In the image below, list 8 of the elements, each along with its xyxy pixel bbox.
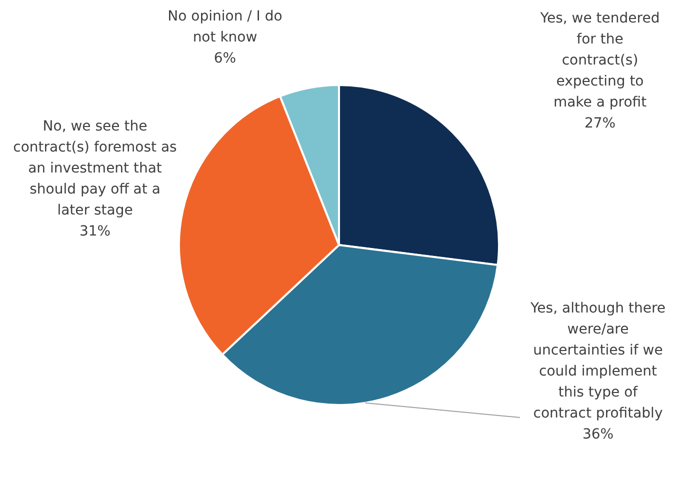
data-label: 27% <box>584 116 616 132</box>
slice-label: No, we see the contract(s) foremost as an investment that should pay off at a later stage <box>13 118 177 219</box>
data-label: 36% <box>582 426 614 443</box>
slice-label: No opinion / I do not know <box>168 8 282 46</box>
slice-label: Yes, although there were/are uncertainties if we could implement this type of contract profitably <box>529 300 666 422</box>
slice-label: Yes, we tendered for the contract(s) expecting to make a profit <box>539 10 660 111</box>
data-label: 6% <box>214 50 236 67</box>
data-label: 31% <box>79 224 111 240</box>
